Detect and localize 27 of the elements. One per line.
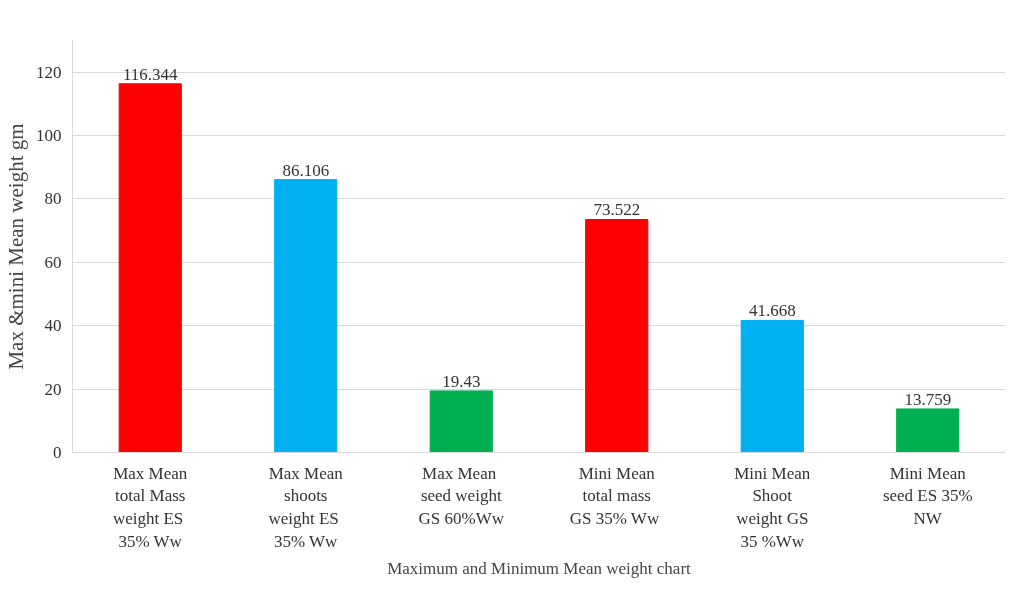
bar [896,408,960,453]
y-tick-label: 80 [44,189,62,209]
y-tick-label: 60 [44,252,62,272]
x-tick-label: Max Mean total Mass weight ES 35% Ww [112,463,188,551]
y-axis-title: Max &mini Mean weight gm [4,123,28,370]
bar [274,179,338,453]
data-label: 116.344 [122,64,179,84]
x-tick-label: Mini Mean seed ES 35% NW [882,463,973,529]
y-tick-label: 40 [44,316,62,336]
y-tick-label: 120 [36,62,62,82]
bar [740,319,804,453]
bar [585,218,649,453]
bar [429,390,493,453]
x-tick-label: Mini Mean Shoot weight GS 35 %Ww [734,463,811,551]
y-tick-label: 20 [44,379,62,399]
y-tick-label: 0 [53,443,62,462]
data-label: 13.759 [904,389,952,409]
data-label: 86.106 [282,160,330,180]
x-axis-title: Maximum and Minimum Mean weight chart [387,558,692,578]
x-tick-label: Max Mean seed weight GS 60%Ww [418,463,505,529]
data-label: 41.668 [748,301,796,321]
data-label: 73.522 [593,200,641,220]
x-tick-label: Mini Mean total mass GS 35% Ww [569,463,660,529]
bar [118,83,182,453]
y-tick-label: 100 [36,126,62,146]
data-label: 19.43 [442,371,481,391]
x-tick-label: Max Mean shoots weight ES 35% Ww [268,463,344,551]
